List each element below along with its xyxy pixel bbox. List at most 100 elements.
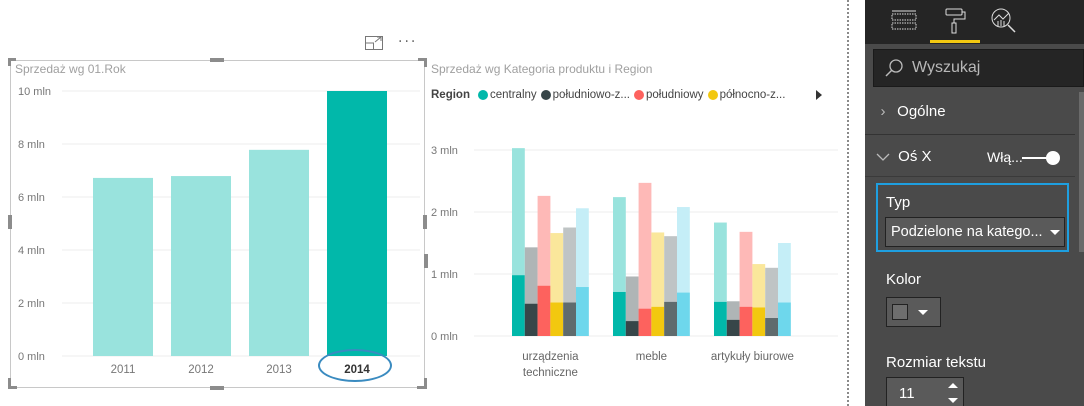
bar-highlight-0-3[interactable] (550, 302, 564, 336)
resize-handle-top-left[interactable] (8, 58, 16, 61)
legend-label: południowy (646, 89, 704, 101)
y-tick-label: 2 mln (18, 298, 45, 310)
resize-handle-bottom-left[interactable] (8, 386, 17, 389)
x-tick-label: techniczne (523, 367, 578, 379)
bar-highlight-0-2[interactable] (537, 285, 551, 336)
report-canvas: ··· Sprzedaż wg 01.Rok 0 mln 2 mln 4 mln 6 … (8, 34, 838, 390)
more-options-icon[interactable]: ··· (398, 34, 418, 50)
type-label: Typ (886, 194, 911, 211)
legend-item-polnocno-zachodni[interactable]: północno-z... (707, 89, 786, 101)
bar-highlight-2-2[interactable] (739, 306, 753, 336)
x-tick-label: 2011 (111, 364, 136, 376)
legend-label: południowo-z... (552, 89, 631, 101)
yearly-sales-chart: 0 mln 2 mln 4 mln 6 mln 8 mln 10 mln 2011 2012 2… (18, 86, 420, 376)
bar-2012[interactable] (171, 176, 231, 356)
bar-highlight-2-0[interactable] (714, 301, 727, 336)
increment-icon[interactable] (948, 383, 958, 388)
dropdown-caret-icon (918, 310, 928, 315)
chevron-right-icon: › (880, 103, 886, 120)
bar-highlight-2-4[interactable] (765, 318, 778, 336)
bar-highlight-1-5[interactable] (677, 292, 690, 336)
resize-handle-bottom-right[interactable] (417, 386, 427, 389)
resize-handle-bottom[interactable] (210, 386, 224, 390)
bar-highlight-2-1[interactable] (726, 319, 740, 336)
bar-highlight-0-5[interactable] (576, 287, 589, 336)
y-tick-label: 6 mln (18, 192, 45, 204)
resize-handle-top[interactable] (210, 58, 224, 62)
tab-format[interactable] (941, 6, 971, 36)
left-chart-title: Sprzedaż wg 01.Rok (15, 62, 126, 76)
paint-roller-icon (945, 8, 966, 34)
x-tick-label: artykuły biurowe (711, 351, 794, 363)
section-x-axis[interactable]: Oś X (865, 148, 1084, 178)
text-size-stepper[interactable]: 11 (886, 377, 964, 406)
right-visual-handle[interactable] (424, 254, 428, 268)
bar-total-1-2[interactable] (638, 182, 652, 336)
bar-highlight-2-3[interactable] (752, 307, 766, 336)
color-picker[interactable] (886, 297, 941, 327)
x-axis-toggle[interactable] (1022, 157, 1050, 159)
resize-handle-top-right-v[interactable] (424, 58, 427, 67)
text-size-value: 11 (899, 385, 915, 402)
dropdown-caret-icon (1050, 230, 1060, 235)
tab-fields[interactable] (889, 6, 919, 36)
y-tick-label: 0 mln (431, 331, 458, 343)
resize-handle-right[interactable] (423, 215, 427, 229)
color-label: Kolor (886, 271, 922, 288)
bar-highlight-2-5[interactable] (778, 302, 791, 336)
bar-highlight-0-0[interactable] (512, 275, 525, 336)
section-divider (865, 176, 1075, 177)
search-icon (885, 59, 903, 77)
format-pane: Wyszukaj › Ogólne Oś X Włą... Typ Podzie… (865, 0, 1084, 406)
y-tick-label: 4 mln (18, 245, 45, 257)
x-tick-label: 2013 (266, 364, 292, 376)
bar-highlight-1-3[interactable] (651, 306, 665, 336)
x-axis-toggle-label: Włą... (987, 149, 1023, 165)
legend-item-centralny[interactable]: centralny (477, 89, 537, 101)
chart-legend: Region centralny południowo-z... południ… (431, 89, 789, 101)
right-chart-title: Sprzedaż wg Kategoria produktu i Region (431, 62, 653, 76)
toggle-knob[interactable] (1046, 151, 1060, 165)
section-general-label: Ogólne (897, 103, 946, 120)
pane-tabs (865, 0, 1084, 44)
y-tick-label: 3 mln (431, 145, 458, 157)
bar-highlight-1-4[interactable] (664, 301, 677, 336)
search-placeholder: Wyszukaj (912, 59, 981, 76)
resize-handle-bottom-left-v[interactable] (8, 378, 11, 388)
legend-item-poludniowo-zachodni[interactable]: południowo-z... (540, 89, 631, 101)
bar-2013[interactable] (249, 149, 309, 356)
legend-label: centralny (489, 89, 537, 101)
type-dropdown[interactable]: Podzielone na katego... (885, 217, 1065, 247)
resize-handle-bottom-right-v[interactable] (424, 378, 427, 388)
legend-dot-icon (634, 90, 645, 100)
bar-2011[interactable] (93, 177, 153, 356)
legend-dot-icon (477, 90, 488, 100)
x-tick-label: meble (636, 351, 667, 363)
legend-next-arrow-icon[interactable] (816, 90, 822, 100)
resize-handle-left[interactable] (8, 215, 12, 229)
bar-highlight-1-0[interactable] (613, 291, 626, 336)
pane-scrollbar[interactable] (1079, 92, 1084, 252)
analytics-icon (991, 8, 1016, 33)
y-tick-label: 1 mln (431, 269, 458, 281)
y-tick-label: 10 mln (18, 86, 51, 98)
decrement-icon[interactable] (948, 398, 958, 403)
resize-handle-top-right[interactable] (418, 58, 427, 61)
resize-handle-top-left-v[interactable] (8, 58, 11, 66)
chevron-down-icon (876, 153, 890, 161)
section-general[interactable]: › Ogólne (865, 103, 1084, 133)
legend-item-poludniowy[interactable]: południowy (634, 89, 704, 101)
legend-dot-icon (540, 90, 551, 100)
bar-highlight-0-1[interactable] (524, 303, 538, 336)
bar-highlight-0-4[interactable] (563, 302, 576, 336)
legend-label: północno-z... (719, 89, 786, 101)
bar-highlight-1-2[interactable] (638, 308, 652, 336)
type-setting-highlight (876, 183, 1069, 252)
y-tick-label: 0 mln (18, 351, 45, 363)
active-tab-indicator (930, 40, 980, 43)
bar-2014[interactable] (327, 91, 387, 356)
search-input[interactable]: Wyszukaj (873, 49, 1084, 87)
tab-analytics[interactable] (989, 6, 1019, 36)
focus-mode-icon[interactable] (365, 36, 383, 50)
bar-highlight-1-1[interactable] (625, 321, 639, 336)
